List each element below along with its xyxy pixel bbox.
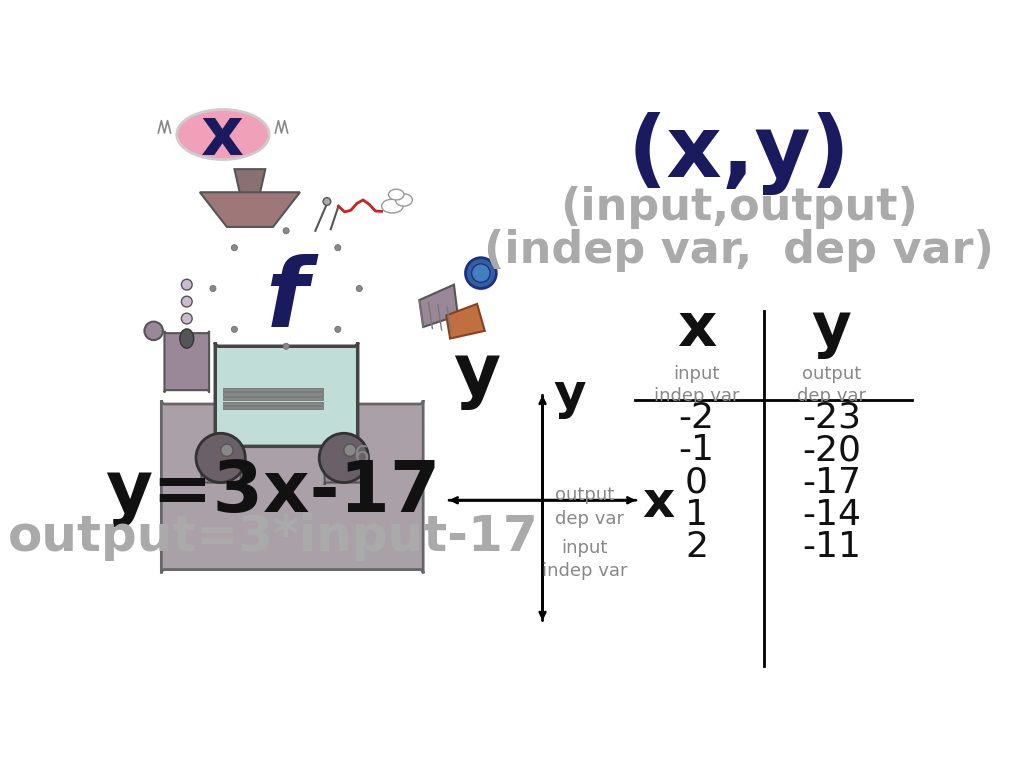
Text: input
indep var: input indep var [542,539,628,581]
Text: -11: -11 [802,530,861,564]
Text: 6: 6 [353,445,370,468]
FancyBboxPatch shape [202,442,241,485]
Polygon shape [234,169,265,204]
Text: 2: 2 [685,530,708,564]
Text: 1: 1 [685,498,708,532]
Polygon shape [446,304,484,339]
Circle shape [356,286,362,292]
Text: -14: -14 [802,498,861,532]
Bar [223,388,323,391]
Ellipse shape [382,199,403,213]
Circle shape [144,322,163,340]
Circle shape [472,264,490,283]
Circle shape [344,444,356,456]
FancyBboxPatch shape [325,442,364,485]
Text: y: y [553,371,586,419]
Text: -2: -2 [679,401,715,435]
Ellipse shape [177,110,269,160]
Circle shape [181,296,193,307]
Text: input
indep var: input indep var [653,365,739,405]
Text: 0: 0 [685,465,708,499]
Text: x: x [677,300,716,359]
Circle shape [335,326,341,333]
FancyBboxPatch shape [215,343,357,450]
Ellipse shape [395,194,413,206]
Circle shape [283,227,289,233]
Bar [223,406,323,409]
Circle shape [231,244,238,251]
Bar [223,397,323,400]
Circle shape [196,433,246,482]
Circle shape [335,244,341,251]
Text: -1: -1 [679,433,715,467]
Text: x: x [643,479,675,528]
Circle shape [466,258,497,289]
Text: x: x [202,103,245,169]
FancyBboxPatch shape [162,400,423,574]
Circle shape [231,326,238,333]
Circle shape [220,444,233,456]
Bar [223,402,323,405]
Circle shape [319,433,369,482]
Circle shape [283,343,289,349]
Text: -20: -20 [802,433,861,467]
Text: (input,output): (input,output) [560,186,918,229]
Text: output
dep var: output dep var [555,486,624,528]
Text: (x,y): (x,y) [628,112,850,195]
Polygon shape [419,285,458,327]
Text: y: y [811,300,851,359]
Text: -17: -17 [802,465,861,499]
Ellipse shape [180,329,194,348]
Circle shape [210,286,216,292]
Text: output=3*input-17: output=3*input-17 [7,513,539,561]
Polygon shape [200,192,300,227]
Circle shape [181,280,193,290]
Text: y=3x-17: y=3x-17 [105,458,440,527]
Circle shape [181,313,193,324]
Bar [223,392,323,396]
Text: y: y [454,341,501,410]
Text: output
dep var: output dep var [797,365,865,405]
Text: f: f [265,253,307,346]
Circle shape [323,197,331,205]
Ellipse shape [388,189,403,200]
Text: (indep var,  dep var): (indep var, dep var) [484,229,994,272]
Text: -23: -23 [802,401,861,435]
FancyBboxPatch shape [165,331,209,392]
